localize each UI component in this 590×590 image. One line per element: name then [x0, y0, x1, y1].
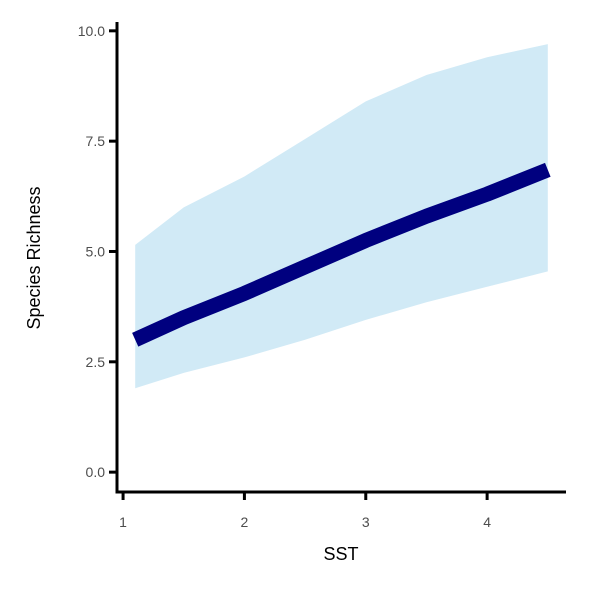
axes	[115, 22, 566, 494]
tick-labels: 0.0 2.5 5.0 7.5 10.0 1 2 3 4	[78, 23, 491, 530]
x-axis-title: SST	[323, 544, 358, 564]
tick-marks	[109, 29, 489, 500]
x-tick-label: 4	[483, 514, 491, 530]
y-axis-title: Species Richness	[24, 186, 44, 329]
y-tick-label: 10.0	[78, 23, 105, 39]
trend-line	[132, 162, 551, 347]
y-tick-label: 2.5	[86, 354, 106, 370]
y-tick-label: 0.0	[86, 464, 106, 480]
trend-line-layer	[132, 162, 551, 347]
y-tick-label: 7.5	[86, 133, 106, 149]
x-tick-label: 1	[119, 514, 127, 530]
x-tick-label: 3	[362, 514, 370, 530]
confidence-ribbon-layer	[135, 44, 548, 389]
confidence-ribbon	[135, 44, 548, 389]
x-tick-label: 2	[241, 514, 249, 530]
y-tick-label: 5.0	[86, 243, 106, 259]
